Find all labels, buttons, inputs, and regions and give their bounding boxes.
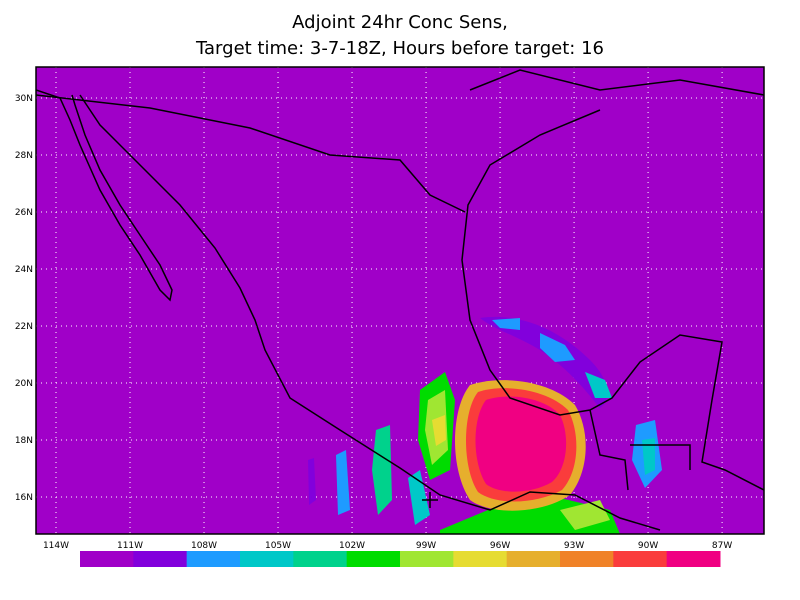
lat-tick-label: 16N (15, 493, 33, 503)
target-marker (422, 492, 438, 508)
colorbar-swatch (133, 551, 188, 567)
coastlines (36, 69, 764, 531)
colorbar-swatch (240, 551, 294, 567)
lat-tick-label: 30N (15, 94, 33, 104)
lat-tick-label: 26N (15, 208, 33, 218)
lon-tick-label: 114W (43, 541, 69, 551)
contours (308, 316, 662, 534)
lat-tick-label: 20N (15, 379, 33, 389)
lat-tick-label: 28N (15, 151, 33, 161)
title: Adjoint 24hr Conc Sens, (292, 12, 508, 33)
lon-tick-label: 99W (416, 541, 436, 551)
lon-tick-label: 102W (339, 541, 365, 551)
map-frame (35, 66, 765, 535)
colorbar-swatch (453, 551, 508, 567)
lat-tick-label: 18N (15, 436, 33, 446)
lon-tick-label: 105W (265, 541, 291, 551)
colorbar-swatch (666, 551, 721, 567)
lon-tick-label: 93W (564, 541, 584, 551)
colorbar-swatch (400, 551, 454, 567)
lat-tick-label: 24N (15, 265, 33, 275)
colorbar-swatch (506, 551, 561, 567)
colorbar-swatch (293, 551, 348, 567)
colorbar-swatch (346, 551, 401, 567)
colorbar-swatch (560, 551, 614, 567)
lon-tick-label: 108W (191, 541, 217, 551)
colorbar-swatch (186, 551, 241, 567)
colorbar-swatch (80, 551, 134, 567)
colorbar-swatch (613, 551, 668, 567)
lon-tick-label: 87W (712, 541, 732, 551)
subtitle: Target time: 3-7-18Z, Hours before targe… (195, 38, 604, 59)
lon-tick-label: 111W (117, 541, 143, 551)
lon-tick-label: 90W (638, 541, 658, 551)
lat-tick-label: 22N (15, 322, 33, 332)
lon-tick-label: 96W (490, 541, 510, 551)
